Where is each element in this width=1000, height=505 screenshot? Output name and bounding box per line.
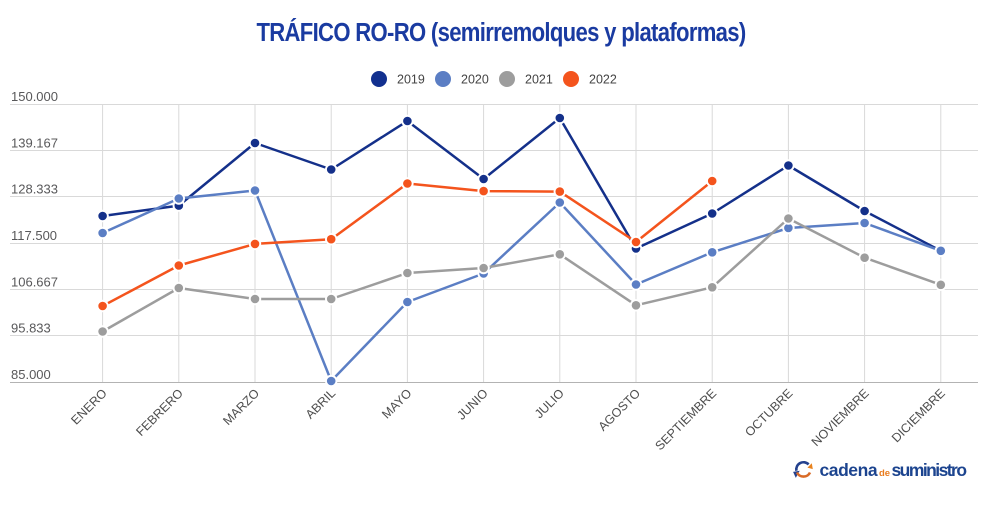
svg-text:TRÁFICO RO-RO (semirremolques: TRÁFICO RO-RO (semirremolques y platafor… [256,17,745,47]
svg-text:139.167: 139.167 [11,135,58,150]
svg-text:2021: 2021 [525,73,553,87]
svg-text:2022: 2022 [589,73,617,87]
svg-text:85.000: 85.000 [11,367,51,382]
svg-text:106.667: 106.667 [11,274,58,289]
svg-text:suministro: suministro [892,460,967,480]
svg-text:117.500: 117.500 [11,228,57,243]
svg-text:cadena: cadena [820,460,878,480]
svg-text:150.000: 150.000 [11,89,58,104]
svg-text:de: de [879,468,890,479]
svg-text:95.833: 95.833 [11,321,51,336]
svg-text:128.333: 128.333 [11,182,58,197]
svg-text:2020: 2020 [461,73,489,87]
svg-text:2019: 2019 [397,73,425,87]
